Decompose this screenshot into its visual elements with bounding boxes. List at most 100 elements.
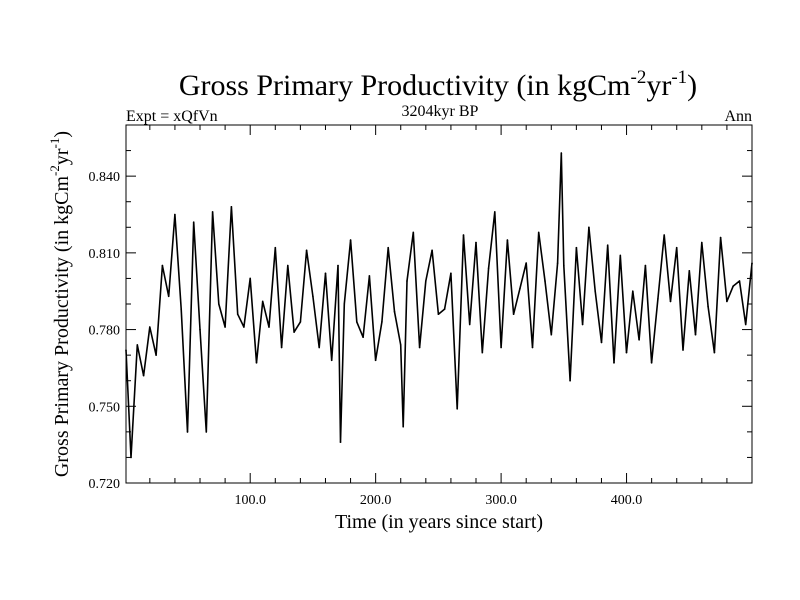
title-end: ) xyxy=(687,69,697,102)
data-point xyxy=(324,272,327,275)
data-point xyxy=(669,300,672,303)
data-point xyxy=(149,326,151,328)
data-point xyxy=(594,290,596,293)
data-point xyxy=(550,333,553,336)
data-point xyxy=(374,359,377,362)
y-axis-ticks: 0.720 0.750 0.780 0.810 0.840 xyxy=(89,150,752,492)
data-point xyxy=(726,300,728,303)
title-mid: yr xyxy=(646,69,671,102)
data-point xyxy=(230,206,233,208)
y-tick-label: 0.720 xyxy=(89,477,121,492)
y-tick-label: 0.750 xyxy=(89,400,121,415)
x-tick-label: 200.0 xyxy=(360,493,392,508)
data-point xyxy=(255,362,258,364)
data-point xyxy=(343,303,346,305)
data-point xyxy=(205,431,208,433)
data-point xyxy=(387,246,390,249)
data-point xyxy=(136,344,139,346)
data-point xyxy=(575,246,578,249)
data-point xyxy=(600,341,603,344)
data-point xyxy=(224,326,226,328)
data-point xyxy=(339,441,342,443)
data-point xyxy=(487,267,490,270)
x-tick-label: 400.0 xyxy=(611,493,643,508)
data-point xyxy=(694,333,697,336)
data-point xyxy=(675,246,678,249)
data-point xyxy=(657,298,659,300)
data-point xyxy=(650,362,653,364)
data-point xyxy=(399,344,402,346)
data-point xyxy=(537,231,540,234)
data-point xyxy=(713,351,716,354)
data-point xyxy=(330,359,333,362)
y-tick-label: 0.810 xyxy=(89,247,121,262)
data-point xyxy=(218,303,220,305)
x-tick-label: 100.0 xyxy=(234,493,266,508)
data-point xyxy=(443,308,446,310)
data-point xyxy=(525,262,527,264)
data-point xyxy=(701,241,703,244)
data-point xyxy=(318,346,321,349)
y-axis-label-mid: yr xyxy=(51,148,73,165)
data-point xyxy=(456,408,459,410)
data-point xyxy=(738,280,741,282)
data-point xyxy=(381,321,383,323)
data-point xyxy=(431,249,433,252)
data-point xyxy=(544,280,546,282)
data-point xyxy=(274,246,277,249)
y-tick-label: 0.840 xyxy=(89,170,121,185)
data-point xyxy=(707,305,709,308)
data-point xyxy=(512,313,515,316)
period-label: 3204kyr BP xyxy=(402,103,479,120)
chart-title: Gross Primary Productivity (in kgCm-2yr-… xyxy=(179,67,697,102)
data-point xyxy=(462,234,465,236)
data-point xyxy=(625,351,628,354)
title-text: Gross Primary Productivity (in kgCm xyxy=(179,69,631,102)
data-point xyxy=(393,310,396,313)
data-point xyxy=(402,425,405,428)
data-point xyxy=(563,264,565,267)
data-point xyxy=(356,321,358,323)
data-point xyxy=(519,287,521,290)
data-point xyxy=(174,213,176,216)
data-point xyxy=(588,226,590,229)
data-point xyxy=(337,264,339,267)
y-axis-label-text: Gross Primary Productivity (in kgCm xyxy=(51,176,73,478)
data-point xyxy=(161,264,164,267)
data-point xyxy=(180,308,182,310)
data-point xyxy=(412,231,415,234)
data-point xyxy=(155,354,157,356)
data-point xyxy=(663,234,665,236)
data-point xyxy=(638,339,640,341)
data-point xyxy=(500,346,502,349)
data-point xyxy=(581,323,584,326)
data-point xyxy=(619,254,622,257)
data-point xyxy=(192,221,195,223)
season-label: Ann xyxy=(724,108,752,125)
data-point xyxy=(425,280,427,282)
data-point xyxy=(243,326,245,328)
data-point xyxy=(468,323,471,326)
data-point xyxy=(186,431,189,433)
data-point xyxy=(287,264,289,267)
data-point xyxy=(349,239,352,241)
data-point xyxy=(167,295,170,298)
data-point xyxy=(556,262,559,264)
data-point xyxy=(130,456,132,459)
series-line-gpp xyxy=(125,152,753,459)
x-axis-ticks: 100.0 200.0 300.0 400.0 xyxy=(149,125,728,508)
y-axis-label-sup-1: -2 xyxy=(47,165,62,176)
data-point xyxy=(199,328,201,331)
data-point xyxy=(280,346,283,349)
data-point xyxy=(644,264,647,267)
data-point xyxy=(481,351,484,354)
data-point xyxy=(142,374,145,377)
data-point xyxy=(406,280,408,282)
series-group xyxy=(125,152,753,459)
data-point xyxy=(368,275,371,277)
data-point xyxy=(450,272,452,275)
data-point xyxy=(125,349,127,351)
data-point xyxy=(719,236,722,239)
data-point xyxy=(249,277,251,280)
